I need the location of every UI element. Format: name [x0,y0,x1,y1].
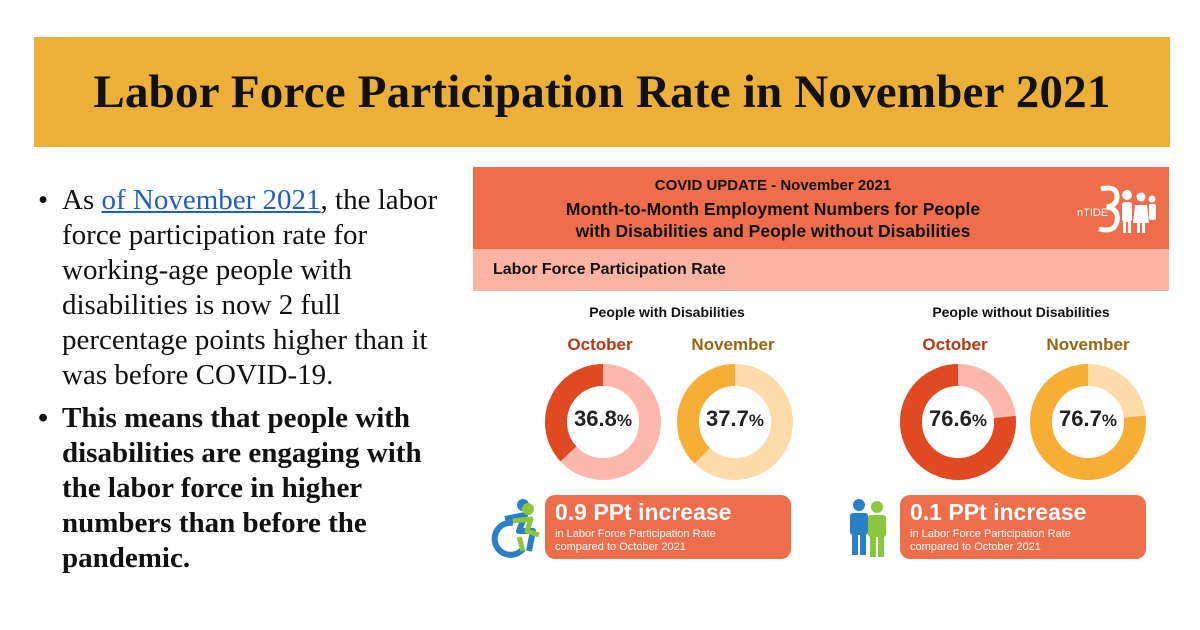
accessible-wheelchair-icon [491,499,540,558]
bullet-marker: • [38,402,49,434]
value-number: 76.6 [929,406,972,431]
value-number: 36.8 [574,406,617,431]
bullet-item-1: • As of November 2021, the labor force pa… [38,183,458,393]
two-people-icon [850,499,886,557]
covid-update-heading: COVID UPDATE - November 2021 [654,177,892,194]
month-label-november: November [691,335,775,354]
card-heading-line-2: with Disabilities and People without Dis… [575,221,971,241]
change-detail: in Labor Force Participation Rate compare… [555,528,716,554]
value-label-october: 76.6% [899,406,1017,432]
donut-hole [1052,386,1124,458]
month-label-november: November [1046,335,1130,354]
value-number: 37.7 [706,406,749,431]
ntide-logo: nTIDE [1077,181,1157,241]
bullet-1-text: , the labor force participation rate for… [62,184,438,391]
value-unit: % [971,411,987,430]
value-unit: % [1101,411,1117,430]
subtitle-bar: Labor Force Participation Rate [473,249,1169,291]
change-detail-line-1: in Labor Force Participation Rate [555,528,716,540]
value-label-november: 76.7% [1029,406,1147,432]
donut-hole [699,386,771,458]
card-heading-line-1: Month-to-Month Employment Numbers for Pe… [565,199,981,219]
change-detail: in Labor Force Participation Rate compare… [910,528,1071,554]
bullet-2-text: This means that people with disabilities… [62,402,422,574]
value-label-november: 37.7% [676,406,794,432]
value-unit: % [748,411,764,430]
donut-segment-october [545,364,661,480]
donut-hole [567,386,639,458]
change-badge-with-disabilities: 0.9 PPt increase in Labor Force Particip… [545,495,791,559]
title-banner: Labor Force Participation Rate in Novemb… [34,37,1170,147]
bullet-marker: • [38,184,49,216]
value-label-october: 36.8% [544,406,662,432]
donut-chart-october [900,364,1016,480]
bullet-item-2: • This means that people with disabilitie… [38,401,458,576]
bullet-1-prefix: As [62,184,102,216]
donut-chart-november [1030,364,1146,480]
month-label-october: October [567,335,633,354]
group-title-without-disabilities: People without Disabilities [932,304,1110,320]
value-number: 76.7 [1059,406,1102,431]
infographic-card: COVID UPDATE - November 2021 Month-to-Mo… [473,167,1169,597]
ntide-logo-text: nTIDE [1077,207,1109,219]
change-headline: 0.1 PPt increase [910,499,1087,525]
value-unit: % [616,411,632,430]
people-group-icon [1098,185,1156,233]
change-badge-without-disabilities: 0.1 PPt increase in Labor Force Particip… [900,495,1146,559]
chart-subtitle: Labor Force Participation Rate [493,261,726,278]
page-title: Labor Force Participation Rate in Novemb… [93,66,1111,118]
change-detail-line-1: in Labor Force Participation Rate [910,528,1071,540]
group-title-with-disabilities: People with Disabilities [589,304,745,320]
change-headline: 0.9 PPt increase [555,499,732,525]
card-header: COVID UPDATE - November 2021 Month-to-Mo… [473,167,1169,249]
donut-chart-october [545,364,661,480]
change-detail-line-2: compared to October 2021 [910,541,1041,553]
donut-segment-november [1030,364,1146,480]
change-detail-line-2: compared to October 2021 [555,541,686,553]
donut-chart-november [677,364,793,480]
donut-segment-october [900,364,1016,480]
month-label-october: October [922,335,988,354]
november-2021-link[interactable]: of November 2021 [101,184,321,216]
bullet-list: • As of November 2021, the labor force pa… [38,183,458,584]
donut-hole [922,386,994,458]
donut-segment-november [677,364,793,480]
